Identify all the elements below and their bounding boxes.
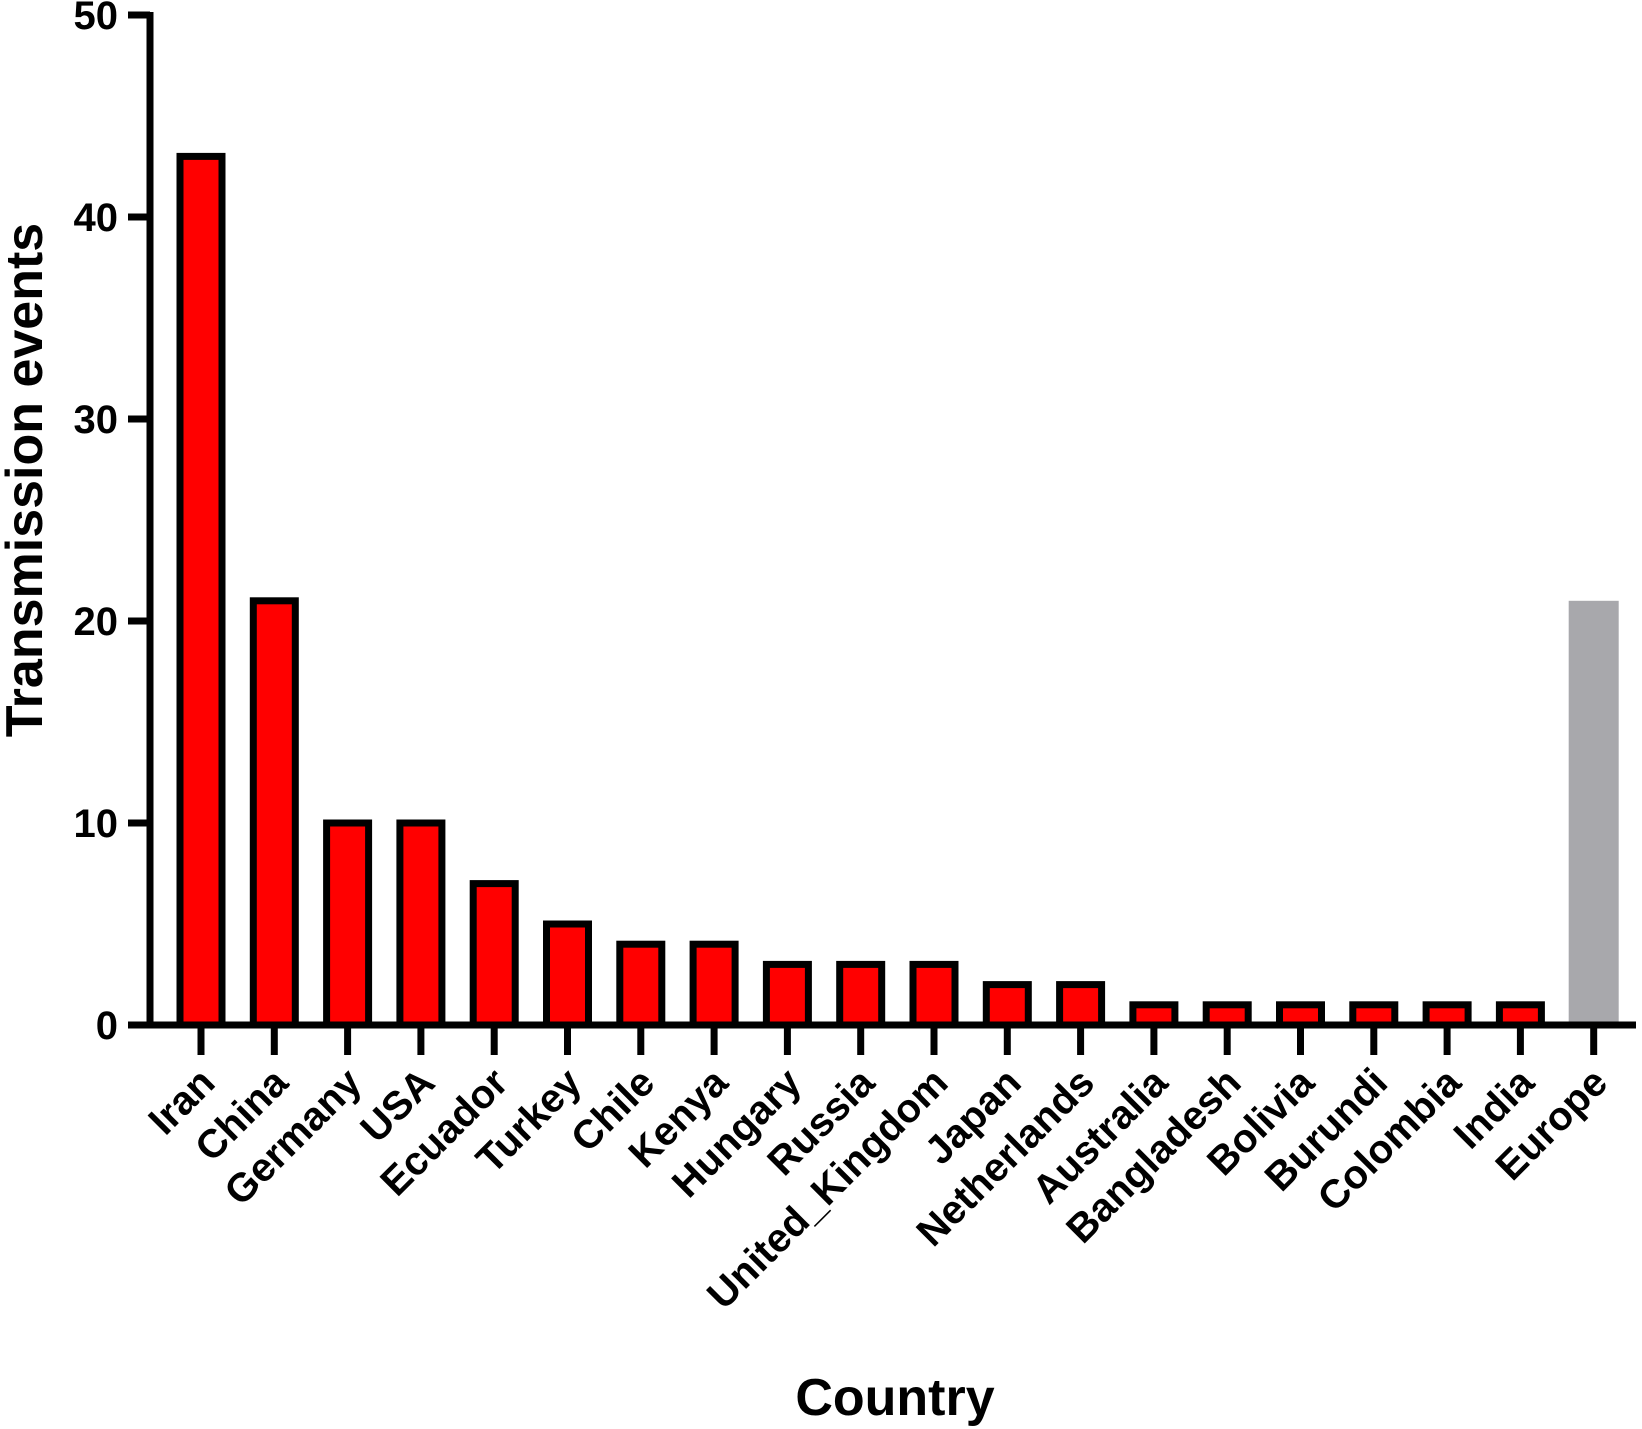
bar-usa bbox=[396, 819, 446, 1029]
bar-netherlands bbox=[1056, 981, 1106, 1029]
bar-hungary bbox=[762, 960, 812, 1029]
bar-ecuador bbox=[469, 880, 519, 1029]
y-axis-title: Transmission events bbox=[0, 223, 54, 737]
bar-russia bbox=[836, 960, 886, 1029]
bar-iran bbox=[176, 152, 226, 1029]
axes-group bbox=[146, 12, 1636, 1029]
bar-united-kingdom bbox=[909, 960, 959, 1029]
bar-turkey bbox=[543, 920, 592, 1029]
bar-germany bbox=[323, 819, 373, 1029]
y-tick-label: 40 bbox=[74, 196, 119, 240]
bar-china bbox=[249, 597, 299, 1029]
y-tick-label: 50 bbox=[74, 0, 119, 38]
y-tick-label: 0 bbox=[96, 1004, 118, 1048]
bars-group bbox=[176, 152, 1619, 1029]
bar-japan bbox=[982, 981, 1032, 1029]
x-ticks-group: IranChinaGermanyUSAEcuadorTurkeyChileKen… bbox=[140, 1025, 1616, 1318]
y-tick-label: 10 bbox=[74, 802, 119, 846]
y-ticks-group: 0 10 20 30 40 50 bbox=[74, 0, 150, 1048]
x-axis-title: Country bbox=[795, 1369, 994, 1427]
bar-europe bbox=[1568, 600, 1619, 1025]
bar-kenya bbox=[689, 940, 739, 1029]
y-tick-label: 20 bbox=[74, 600, 119, 644]
y-tick-label: 30 bbox=[74, 398, 119, 442]
bar-chile bbox=[616, 940, 666, 1029]
